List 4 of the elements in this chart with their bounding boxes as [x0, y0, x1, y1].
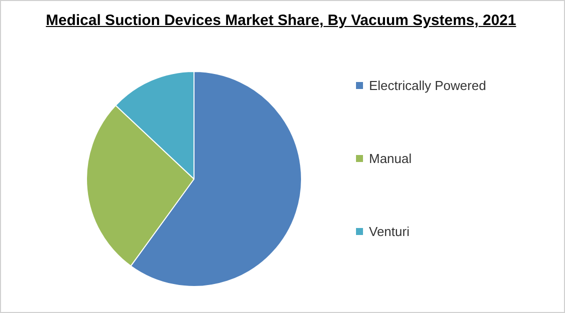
legend-label: Manual: [369, 150, 412, 166]
legend-label: Venturi: [369, 224, 410, 238]
chart-title: Medical Suction Devices Market Share, By Vacuum Systems, 2021: [44, 11, 518, 31]
legend-label: Electrically Powered: [369, 78, 486, 92]
